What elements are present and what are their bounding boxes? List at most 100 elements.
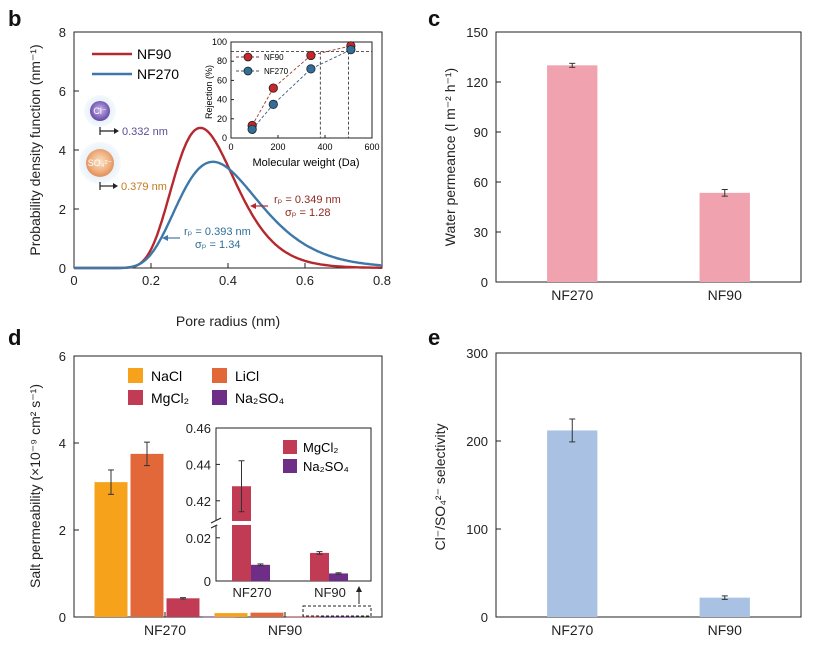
inset-ytick-label: 0: [222, 133, 227, 143]
panel-c-water-permeance: 0 30 60 90 120 150 NF270 NF90 Water permeance (…: [442, 25, 802, 303]
d-ytick-label: 0: [59, 610, 66, 625]
inset-ytick-label: 100: [212, 37, 227, 47]
panel-d-salt-permeability: 0 2 4 6 NF270 NF90 Salt permeability (×10⁻⁹ c…: [27, 349, 383, 638]
inset-divalent-permeability: 0.42 0.44 0.46 0 0.02 NF270 NF90 MgCl₂ Na₂SO₄: [186, 421, 372, 600]
nf90-rp-text: rₚ = 0.349 nm: [274, 194, 341, 206]
inset-legend-marker-nf270: [243, 66, 253, 76]
inset-xlabel: Molecular weight (Da): [253, 157, 360, 169]
legend-swatch-licl: [212, 368, 227, 383]
inset-point-nf270: [247, 124, 257, 134]
inset-legend-label-na2so4: Na₂SO₄: [303, 459, 349, 474]
panel-b-pore-distribution: 0 0.2 0.4 0.6 0.8 0 2 4 6 8 Pore radius (nm) Prob…: [27, 25, 391, 329]
inset-fit-nf270: [251, 49, 352, 130]
inset-legend-swatch-mgcl2: [283, 440, 297, 454]
c-bar-nf270: [547, 65, 598, 282]
panel-label-b: b: [8, 6, 21, 31]
legend-label-mgcl2: MgCl₂: [151, 390, 189, 406]
nf90-sigma-text: σₚ = 1.28: [285, 207, 330, 219]
b-ytick-label: 6: [59, 84, 66, 99]
inset-point-nf270: [346, 45, 356, 55]
b-ylabel: Probability density function (nm⁻¹): [27, 44, 43, 255]
d-xtick-label: NF90: [268, 622, 302, 638]
d-bar-nf90-0: [214, 613, 248, 617]
d-inset-bar-nf270-1: [251, 564, 270, 581]
inset-ytick-label: 20: [217, 114, 227, 124]
e-ytick-label: 0: [481, 610, 488, 625]
inset-ytick-label: 60: [217, 75, 227, 85]
inset-legend-label-nf90: NF90: [264, 53, 284, 62]
d-bar-nf90-2: [286, 616, 320, 618]
d-inset-xtick-label: NF270: [232, 585, 271, 600]
inset-point-nf270: [306, 64, 316, 74]
cl-ion-icon: [90, 101, 110, 121]
legend-label-nf90: NF90: [137, 46, 171, 62]
d-inset-ytick-label: 0.44: [186, 457, 211, 472]
so4-ion-label: SO₄²⁻: [88, 158, 113, 168]
legend-label-nf270: NF270: [137, 66, 179, 82]
b-xtick-label: 0.8: [373, 273, 391, 288]
d-bar-nf90-3: [322, 616, 356, 618]
e-ytick-label: 300: [466, 346, 488, 361]
inset-xtick-label: 200: [270, 142, 285, 152]
panel-e-selectivity: 0 100 200 300 NF270 NF90 Cl⁻/SO₄²⁻ selectivit…: [432, 346, 802, 638]
inset-point-nf270: [268, 99, 278, 110]
c-ytick-label: 90: [474, 125, 488, 140]
inset-legend-label-nf270: NF270: [264, 67, 289, 76]
d-inset-ytick-label: 0.46: [186, 421, 211, 436]
legend-swatch-nacl: [128, 368, 143, 383]
inset-rejection-plot: 0 200 400 600 0 20 40 60 80 100 Molecular weight …: [204, 37, 380, 169]
d-bar-nf270-1: [130, 453, 164, 617]
inset-xtick-label: 600: [364, 142, 379, 152]
d-inset-bar-nf90-1: [329, 573, 348, 581]
inset-xtick-label: 400: [317, 142, 332, 152]
c-xtick-label: NF270: [551, 287, 593, 303]
d-ytick-label: 2: [59, 523, 66, 538]
d-ytick-label: 4: [59, 436, 66, 451]
inset-xtick-label: 0: [228, 142, 233, 152]
e-bar-nf270: [547, 430, 598, 617]
d-bar-nf90-1: [250, 612, 284, 617]
d-inset-ytick-label: 0: [204, 574, 211, 589]
e-ytick-label: 100: [466, 522, 488, 537]
d-bar-nf270-3: [202, 616, 236, 618]
b-ytick-label: 4: [59, 143, 66, 158]
e-xtick-label: NF270: [551, 622, 593, 638]
e-ylabel: Cl⁻/SO₄²⁻ selectivity: [432, 423, 448, 550]
nf270-rp-text: rₚ = 0.393 nm: [184, 226, 251, 238]
c-ylabel: Water permeance (l m⁻² h⁻¹): [442, 68, 458, 246]
c-ytick-label: 60: [474, 175, 488, 190]
legend-swatch-mgcl2: [128, 390, 143, 405]
d-ytick-label: 6: [59, 349, 66, 364]
d-inset-xtick-label: NF90: [314, 585, 346, 600]
so4-ion-icon: [86, 149, 114, 177]
d-inset-bar-nf90-0: [310, 552, 329, 581]
cl-size-text: 0.332 nm: [122, 126, 168, 138]
c-xtick-label: NF90: [708, 287, 742, 303]
b-xtick-label: 0.2: [142, 273, 160, 288]
b-ytick-label: 2: [59, 202, 66, 217]
c-ytick-label: 30: [474, 225, 488, 240]
b-ytick-label: 8: [59, 25, 66, 40]
pdf-curve-nf270: [74, 160, 383, 270]
b-ytick-label: 0: [59, 261, 66, 276]
inset-legend-marker-nf90: [243, 52, 253, 62]
inset-ytick-label: 40: [217, 95, 227, 105]
b-xlabel: Pore radius (nm): [176, 313, 280, 329]
c-ytick-label: 0: [481, 275, 488, 290]
panel-label-d: d: [8, 325, 21, 350]
c-ytick-label: 150: [466, 25, 488, 40]
so4-size-text: 0.379 nm: [121, 181, 167, 193]
d-xtick-label: NF270: [144, 622, 186, 638]
zoom-region-box: [302, 605, 372, 617]
legend-label-na2so4: Na₂SO₄: [235, 390, 285, 406]
c-ytick-label: 120: [466, 75, 488, 90]
d-inset-axis-break-mark: [210, 517, 222, 524]
e-ytick-label: 200: [466, 434, 488, 449]
inset-point-nf90: [306, 50, 316, 61]
e-xtick-label: NF90: [708, 622, 742, 638]
d-ylabel: Salt permeability (×10⁻⁹ cm² s⁻¹): [27, 384, 43, 588]
d-inset-ytick-label: 0.02: [186, 531, 211, 546]
b-xtick-label: 0: [70, 273, 77, 288]
d-bar-nf270-0: [94, 482, 128, 617]
